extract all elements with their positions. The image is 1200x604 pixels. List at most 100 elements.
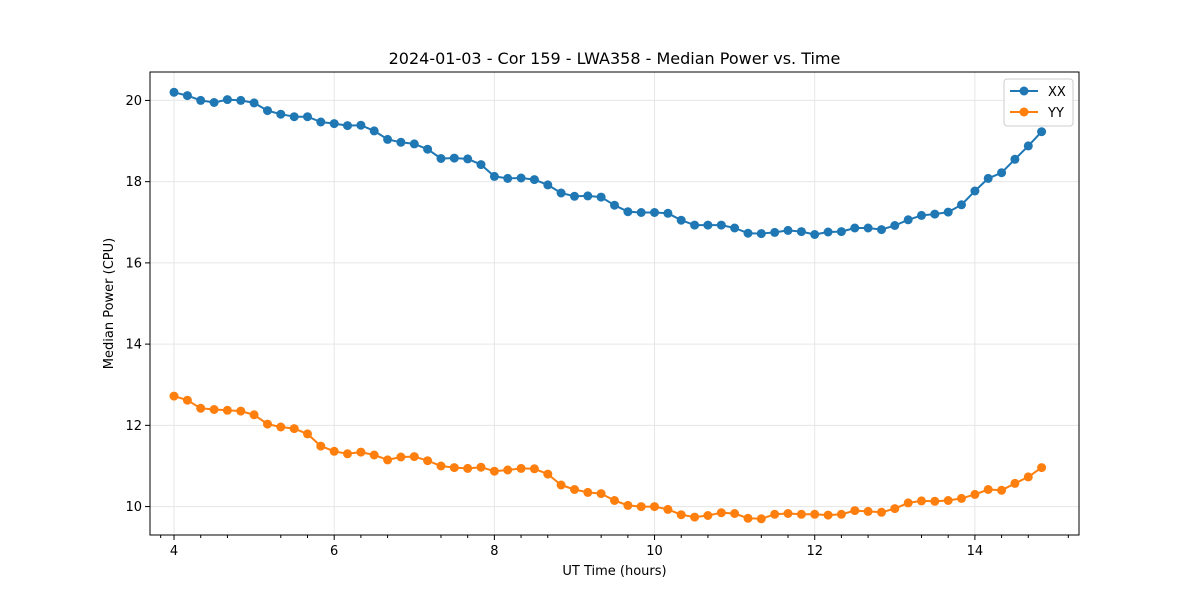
- data-point-xx: [997, 168, 1007, 178]
- data-point-yy: [623, 500, 633, 510]
- data-point-xx: [623, 207, 633, 217]
- y-tick-label: 16: [125, 256, 142, 271]
- data-point-yy: [890, 504, 900, 514]
- data-point-xx: [890, 221, 900, 230]
- data-point-xx: [409, 139, 419, 149]
- data-point-yy: [436, 461, 446, 471]
- data-point-yy: [970, 489, 980, 499]
- data-point-yy: [1023, 472, 1033, 482]
- data-point-yy: [716, 508, 726, 518]
- axis-ticks: 4 6 8 10 12 14 10 12 14 16 18 20: [125, 94, 1069, 559]
- data-point-xx: [463, 154, 473, 164]
- data-point-xx: [877, 225, 886, 235]
- data-point-yy: [836, 509, 846, 519]
- data-point-xx: [743, 228, 753, 238]
- data-point-xx: [983, 173, 993, 183]
- data-point-yy: [877, 507, 886, 517]
- data-point-yy: [917, 496, 926, 506]
- data-point-xx: [756, 229, 766, 239]
- data-point-yy: [556, 480, 566, 490]
- data-point-xx: [369, 126, 379, 136]
- data-point-yy: [570, 485, 579, 494]
- data-point-xx: [423, 144, 433, 154]
- data-point-yy: [756, 514, 766, 524]
- y-tick-label: 20: [125, 94, 142, 109]
- data-point-yy: [236, 406, 246, 416]
- data-point-yy: [543, 469, 553, 479]
- data-point-yy: [383, 455, 393, 465]
- data-point-xx: [796, 227, 806, 237]
- data-point-yy: [503, 465, 513, 475]
- data-point-yy: [1037, 463, 1047, 473]
- data-point-xx: [917, 210, 926, 220]
- data-point-yy: [196, 403, 206, 413]
- data-point-xx: [316, 117, 326, 127]
- data-point-yy: [957, 493, 966, 503]
- data-point-xx: [516, 173, 526, 183]
- legend-marker-xx: [1019, 86, 1029, 96]
- data-point-yy: [263, 419, 272, 429]
- data-point-yy: [823, 510, 833, 520]
- data-point-yy: [356, 447, 366, 457]
- data-point-xx: [396, 137, 406, 147]
- y-tick-label: 14: [125, 338, 142, 353]
- data-point-yy: [676, 510, 686, 520]
- data-point-xx: [957, 200, 966, 210]
- legend-label-yy: YY: [1047, 106, 1064, 121]
- data-point-yy: [983, 485, 993, 494]
- data-point-yy: [423, 456, 433, 466]
- data-point-yy: [783, 509, 793, 518]
- data-point-yy: [303, 429, 312, 439]
- data-point-xx: [169, 87, 179, 97]
- data-point-yy: [369, 450, 379, 460]
- legend: XX YY: [1003, 78, 1074, 127]
- data-point-xx: [249, 98, 259, 108]
- data-point-yy: [930, 496, 940, 506]
- y-tick-label: 18: [125, 175, 142, 190]
- chart-title: 2024-01-03 - Cor 159 - LWA358 - Median P…: [389, 49, 841, 68]
- data-point-xx: [903, 215, 913, 225]
- data-point-xx: [356, 120, 366, 130]
- y-axis-label: Median Power (CPU): [102, 238, 117, 369]
- data-point-yy: [770, 509, 780, 519]
- data-point-yy: [343, 449, 352, 459]
- data-point-yy: [610, 496, 619, 505]
- x-tick-label: 4: [170, 544, 178, 559]
- data-point-yy: [463, 463, 473, 473]
- data-point-yy: [316, 441, 326, 451]
- data-point-xx: [1023, 141, 1033, 151]
- data-point-yy: [850, 506, 860, 516]
- data-point-xx: [570, 191, 579, 201]
- data-point-xx: [770, 227, 780, 237]
- data-point-yy: [489, 466, 499, 476]
- data-point-xx: [289, 112, 299, 122]
- data-point-xx: [636, 208, 646, 217]
- data-point-yy: [796, 509, 806, 519]
- data-point-yy: [182, 395, 192, 405]
- data-point-xx: [489, 171, 499, 181]
- data-point-xx: [783, 225, 793, 235]
- data-point-xx: [930, 209, 940, 219]
- axes-frame: [149, 71, 1080, 536]
- data-point-xx: [222, 95, 232, 105]
- data-point-xx: [182, 91, 192, 101]
- data-point-xx: [583, 191, 593, 201]
- data-point-yy: [289, 424, 299, 434]
- data-point-yy: [997, 485, 1007, 495]
- data-point-xx: [850, 223, 860, 233]
- data-point-xx: [943, 207, 953, 217]
- data-point-xx: [1010, 154, 1020, 164]
- series-layer: [169, 87, 1047, 524]
- x-tick-label: 14: [967, 544, 984, 559]
- data-point-xx: [716, 220, 726, 230]
- x-tick-label: 12: [806, 544, 823, 559]
- data-point-yy: [743, 513, 753, 523]
- data-point-yy: [943, 496, 953, 505]
- data-point-xx: [970, 186, 980, 196]
- data-point-yy: [903, 498, 913, 508]
- data-point-yy: [529, 464, 539, 474]
- data-point-xx: [196, 95, 206, 105]
- data-point-xx: [1037, 127, 1047, 137]
- data-point-yy: [409, 452, 419, 462]
